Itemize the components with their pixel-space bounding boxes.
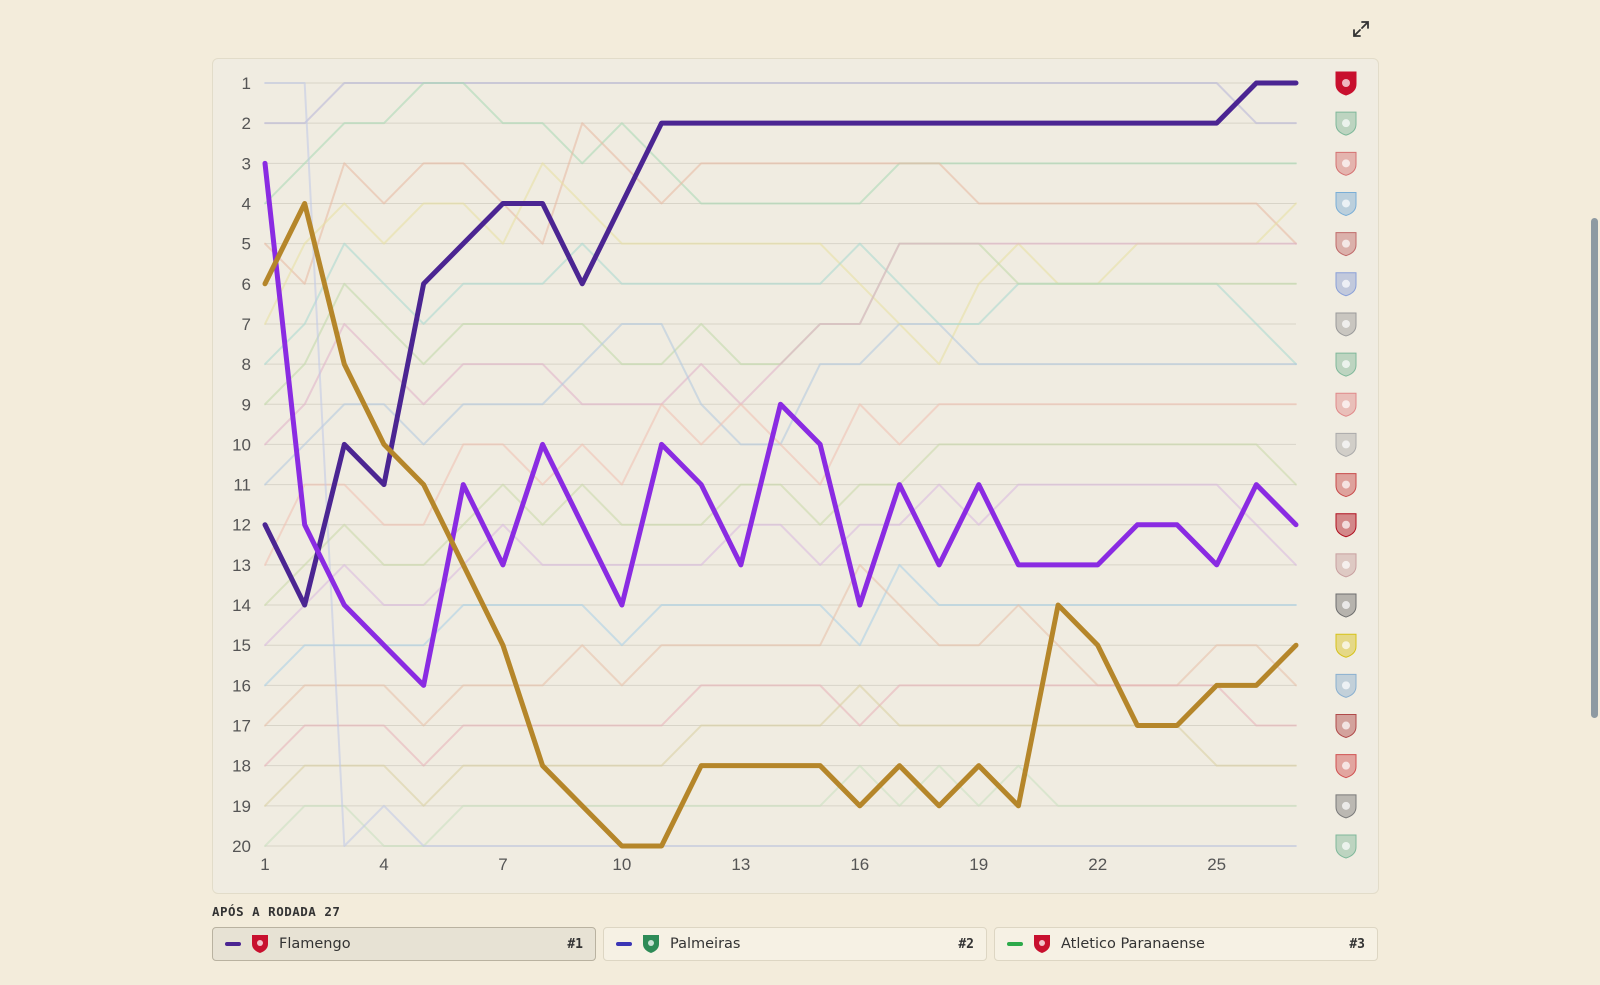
vitoria-crest-icon[interactable] <box>1335 513 1357 538</box>
standing-card[interactable]: Flamengo #1 <box>212 927 596 961</box>
highlight-series-layer <box>262 80 1299 849</box>
y-tick-label: 8 <box>242 355 251 374</box>
y-tick-label: 10 <box>232 435 251 454</box>
cruzeiro-crest-icon[interactable] <box>1335 272 1357 297</box>
expand-button[interactable] <box>1348 16 1374 42</box>
atletico-mg-crest-icon[interactable] <box>1335 312 1357 337</box>
x-tick-label: 4 <box>379 855 388 874</box>
y-tick-label: 6 <box>242 275 251 294</box>
x-axis: 1 4 7 10 13 16 19 22 25 <box>260 855 1226 874</box>
palmeiras-crest-icon[interactable] <box>1335 111 1357 136</box>
x-tick-label: 13 <box>731 855 750 874</box>
botafogo-crest-icon[interactable] <box>1335 593 1357 618</box>
y-tick-label: 20 <box>232 837 251 856</box>
x-tick-label: 22 <box>1088 855 1107 874</box>
crest-column <box>1335 71 1357 859</box>
grid-layer <box>265 82 1296 847</box>
x-tick-label: 16 <box>850 855 869 874</box>
series-line-9[interactable] <box>264 242 1297 446</box>
series-line-17[interactable] <box>264 684 1297 807</box>
x-tick-label: 1 <box>260 855 269 874</box>
flamengo-crest-icon <box>251 934 269 954</box>
vasco-crest-icon[interactable] <box>1335 714 1357 739</box>
series-line-3[interactable] <box>264 82 1297 125</box>
team-rank: #3 <box>1349 936 1365 952</box>
santos-crest-icon[interactable] <box>1335 432 1357 457</box>
athletico-crest-icon[interactable] <box>1335 151 1357 176</box>
y-tick-label: 1 <box>242 74 251 93</box>
series-line-5[interactable] <box>264 122 1297 285</box>
series-swatch <box>1007 942 1023 946</box>
series-swatch <box>225 942 241 946</box>
athletico-crest-icon <box>1033 934 1051 954</box>
team-name: Flamengo <box>279 936 351 952</box>
standing-card[interactable]: Atletico Paranaense #3 <box>994 927 1378 961</box>
highlight-series-line-2[interactable] <box>262 200 1299 849</box>
bragantino-crest-icon[interactable] <box>1335 392 1357 417</box>
series-line-4[interactable] <box>264 82 1297 205</box>
team-name: Palmeiras <box>670 936 741 952</box>
y-tick-label: 17 <box>232 717 251 736</box>
series-line-13[interactable] <box>264 483 1297 647</box>
x-tick-label: 10 <box>612 855 631 874</box>
mirassol-crest-icon[interactable] <box>1335 633 1357 658</box>
x-tick-label: 19 <box>969 855 988 874</box>
y-tick-label: 7 <box>242 315 251 334</box>
juventude-crest-icon[interactable] <box>1335 352 1357 377</box>
round-caption: APÓS A RODADA 27 <box>212 904 341 919</box>
gremio-crest-icon[interactable] <box>1335 673 1357 698</box>
series-line-6[interactable] <box>264 162 1297 366</box>
palmeiras-crest-icon <box>642 934 660 954</box>
y-tick-label: 15 <box>232 636 251 655</box>
y-tick-label: 18 <box>232 757 251 776</box>
standing-card[interactable]: Palmeiras #2 <box>603 927 987 961</box>
y-tick-label: 19 <box>232 797 251 816</box>
y-tick-label: 5 <box>242 235 251 254</box>
team-rank: #2 <box>958 936 974 952</box>
sao-paulo-crest-icon[interactable] <box>1335 473 1357 498</box>
y-tick-label: 3 <box>242 154 251 173</box>
y-tick-label: 2 <box>242 114 251 133</box>
y-tick-label: 13 <box>232 556 251 575</box>
chapecoense-crest-icon[interactable] <box>1335 834 1357 859</box>
y-tick-label: 9 <box>242 395 251 414</box>
highlight-series-line-0[interactable] <box>262 80 1299 608</box>
series-line-16[interactable] <box>264 684 1297 767</box>
standings-list: Flamengo #1 Palmeiras #2 Atletico Paranaense… <box>212 927 1378 961</box>
series-line-14[interactable] <box>264 563 1297 687</box>
team-name: Atletico Paranaense <box>1061 936 1205 952</box>
scrollbar-thumb[interactable] <box>1591 218 1598 718</box>
y-tick-label: 12 <box>232 516 251 535</box>
bump-chart: 1 2 3 4 5 6 7 8 9 10 11 12 13 14 15 16 17 18 19 20 1 4 7 10 13 1… <box>212 58 1379 894</box>
background-series-layer <box>264 82 1297 847</box>
flamengo-crest-icon[interactable] <box>1335 71 1357 96</box>
internacional-crest-icon[interactable] <box>1335 754 1357 779</box>
y-tick-label: 11 <box>233 476 251 495</box>
series-line-12[interactable] <box>264 443 1297 607</box>
series-line-19[interactable] <box>264 82 1297 847</box>
x-tick-label: 25 <box>1207 855 1226 874</box>
expand-icon <box>1353 21 1369 37</box>
series-swatch <box>616 942 632 946</box>
series-line-18[interactable] <box>264 764 1297 847</box>
x-tick-label: 7 <box>498 855 507 874</box>
fluminense-crest-icon[interactable] <box>1335 232 1357 257</box>
y-tick-label: 14 <box>232 596 251 615</box>
highlight-series-line-1[interactable] <box>262 160 1299 688</box>
ceara-crest-icon[interactable] <box>1335 794 1357 819</box>
corinthians-crest-icon[interactable] <box>1335 553 1357 578</box>
team-rank: #1 <box>567 936 583 952</box>
series-line-11[interactable] <box>264 403 1297 566</box>
y-tick-label: 16 <box>232 676 251 695</box>
y-tick-label: 4 <box>242 194 251 213</box>
bahia-crest-icon[interactable] <box>1335 191 1357 216</box>
